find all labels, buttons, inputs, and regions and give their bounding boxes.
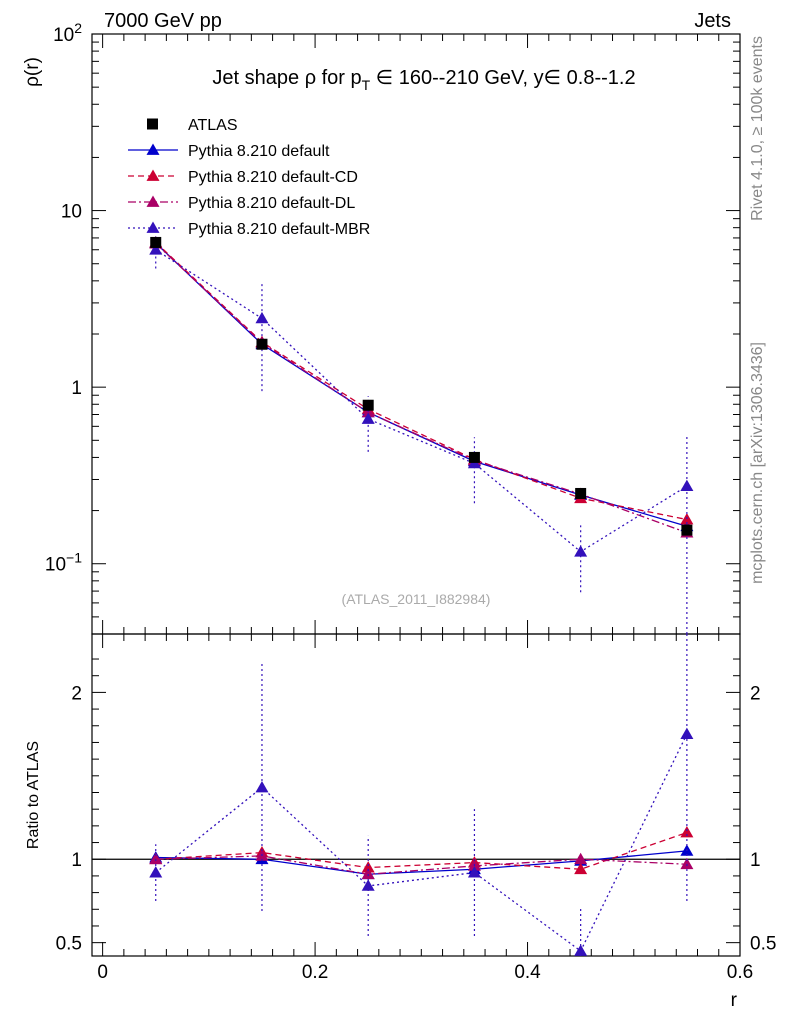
ratio-series-3 bbox=[149, 634, 694, 956]
y-tick-label: 10−1 bbox=[45, 550, 82, 576]
y-tick-label: 10 bbox=[61, 202, 82, 223]
ratio-point bbox=[149, 852, 163, 865]
ratio-line bbox=[155, 850, 687, 875]
y-tick-label: 1 bbox=[71, 378, 82, 399]
legend-marker bbox=[146, 143, 160, 155]
series-1 bbox=[149, 235, 694, 525]
legend-marker bbox=[146, 221, 160, 233]
tick-labels: 0 0.2 0.4 0.6 10−1 1 10 102 0.5 0.5 1 1 2 2 bbox=[45, 20, 777, 983]
ratio-point bbox=[680, 826, 694, 838]
ratio-line bbox=[155, 733, 688, 952]
atlas-data-point bbox=[256, 338, 268, 350]
x-tick-label: 0.2 bbox=[302, 962, 328, 983]
series-line bbox=[155, 243, 688, 534]
series-point bbox=[574, 545, 588, 557]
x-axis-label: r bbox=[731, 990, 738, 1011]
legend-label: Pythia 8.210 default bbox=[188, 143, 330, 160]
ratio-line bbox=[155, 855, 687, 875]
ratio-point bbox=[574, 862, 588, 875]
y-tick-label: 102 bbox=[53, 20, 82, 46]
analysis-id: (ATLAS_2011_I882984) bbox=[342, 591, 491, 607]
series-point bbox=[149, 243, 163, 255]
series-2 bbox=[149, 237, 694, 538]
ratio-point bbox=[255, 780, 269, 793]
ratio-tick-label: 1 bbox=[71, 850, 82, 871]
header-left: 7000 GeV pp bbox=[104, 10, 222, 32]
series-line bbox=[155, 242, 688, 527]
ratio-tick-label-right: 2 bbox=[750, 683, 761, 704]
series-point bbox=[255, 311, 269, 324]
ratio-point bbox=[361, 861, 375, 873]
series-3 bbox=[149, 234, 694, 634]
ratio-point bbox=[574, 944, 588, 956]
atlas-data bbox=[150, 236, 693, 536]
series-line bbox=[155, 249, 688, 553]
ratio-point bbox=[680, 727, 694, 739]
ratio-tick-label-right: 1 bbox=[750, 850, 761, 871]
ratio-tick-label: 2 bbox=[71, 683, 82, 704]
ratio-series bbox=[149, 634, 694, 956]
atlas-data-point bbox=[681, 524, 693, 536]
legend-atlas-label: ATLAS bbox=[188, 117, 238, 134]
ratio-point bbox=[361, 867, 375, 880]
side-label-mcplots: mcplots.cern.ch [arXiv:1306.3436] bbox=[749, 342, 766, 584]
y-axis-label: ρ(r) bbox=[22, 57, 43, 87]
legend-label: Pythia 8.210 default-CD bbox=[188, 169, 358, 186]
atlas-data-point bbox=[362, 399, 374, 411]
ratio-point bbox=[361, 879, 375, 891]
legend-marker bbox=[146, 169, 160, 181]
legend-marker bbox=[146, 195, 160, 207]
atlas-data-point bbox=[575, 487, 587, 499]
ratio-point bbox=[467, 866, 481, 878]
series-point bbox=[680, 479, 694, 492]
chart-title: Jet shape ρ for pT ∈ 160--210 GeV, y∈ 0.… bbox=[212, 67, 635, 93]
legend-label: Pythia 8.210 default-DL bbox=[188, 195, 355, 212]
ratio-series-0 bbox=[149, 844, 694, 880]
ratio-point bbox=[680, 857, 694, 870]
legend: ATLAS Pythia 8.210 default Pythia 8.210 de… bbox=[128, 117, 370, 238]
ratio-point bbox=[574, 852, 588, 865]
series-point bbox=[361, 412, 375, 424]
x-tick-label: 0.6 bbox=[727, 962, 753, 983]
legend-atlas-marker bbox=[147, 118, 158, 130]
side-label-rivet: Rivet 4.1.0, ≥ 100k events bbox=[749, 36, 766, 221]
series-0 bbox=[149, 236, 694, 532]
atlas-data-point bbox=[150, 236, 162, 248]
atlas-data-point bbox=[468, 451, 480, 463]
legend-label: Pythia 8.210 default-MBR bbox=[188, 221, 370, 238]
axis-ticks bbox=[92, 33, 741, 956]
ratio-series-1 bbox=[149, 826, 694, 875]
ratio-axis-label: Ratio to ATLAS bbox=[25, 741, 42, 849]
ratio-line bbox=[155, 831, 688, 870]
x-tick-label: 0.4 bbox=[514, 962, 541, 983]
main-series bbox=[149, 234, 694, 634]
ratio-point bbox=[149, 866, 163, 878]
series-line bbox=[155, 241, 688, 521]
ratio-tick-label-right: 0.5 bbox=[750, 934, 776, 955]
ratio-series-2 bbox=[149, 849, 694, 880]
ratio-plot-frame bbox=[91, 633, 741, 957]
ratio-tick-label: 0.5 bbox=[56, 934, 82, 955]
header-right: Jets bbox=[694, 10, 731, 32]
x-tick-label: 0 bbox=[97, 962, 108, 983]
